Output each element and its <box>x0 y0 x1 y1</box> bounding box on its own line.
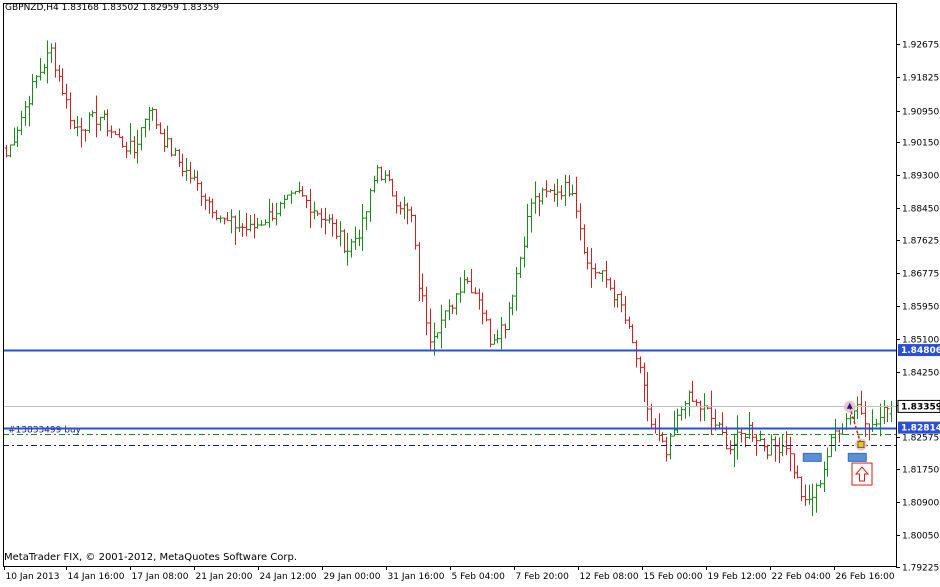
zone-marker <box>803 453 821 461</box>
y-tick-label: 1.92675 <box>902 41 939 51</box>
symbol-header: GBPNZD,H4 1.83168 1.83502 1.82959 1.8335… <box>5 3 219 13</box>
y-tick-label: 1.91825 <box>902 74 939 84</box>
y-tick-label: 1.81750 <box>902 466 939 476</box>
y-tick-label: 1.90950 <box>902 108 939 118</box>
y-tick-label: 1.85950 <box>902 303 939 313</box>
x-tick-label: 31 Jan 16:00 <box>388 572 445 582</box>
y-tick-label: 1.80050 <box>902 532 939 542</box>
y-tick-label: 1.88450 <box>902 205 939 215</box>
y-tick-label: 1.80900 <box>902 499 939 509</box>
level-price-tag: 1.84806 <box>901 346 940 356</box>
x-tick-label: 14 Jan 16:00 <box>68 572 125 582</box>
x-tick-label: 26 Feb 16:00 <box>836 572 895 582</box>
y-tick-label: 1.85100 <box>902 336 939 346</box>
copyright-text: MetaTrader FIX, © 2001-2012, MetaQuotes … <box>4 552 297 563</box>
x-tick-label: 21 Jan 20:00 <box>196 572 253 582</box>
x-tick-label: 10 Jan 2013 <box>6 572 60 582</box>
x-tick-label: 15 Feb 00:00 <box>644 572 703 582</box>
y-tick-label: 1.84250 <box>902 369 939 379</box>
x-tick-label: 22 Feb 04:00 <box>772 572 831 582</box>
x-tick-label: 17 Jan 08:00 <box>132 572 189 582</box>
bid-price-tag: 1.83359 <box>901 402 940 412</box>
y-tick-label: 1.87625 <box>902 237 939 247</box>
y-tick-label: 1.86775 <box>902 270 939 280</box>
x-tick-label: 7 Feb 20:00 <box>516 572 570 582</box>
x-tick-label: 5 Feb 04:00 <box>452 572 506 582</box>
order-label: #13833499 buy <box>8 426 82 436</box>
zone-marker <box>848 453 866 461</box>
x-tick-label: 29 Jan 00:00 <box>324 572 381 582</box>
x-tick-label: 19 Feb 12:00 <box>708 572 767 582</box>
y-tick-label: 1.89300 <box>902 172 939 182</box>
y-tick-label: 1.79225 <box>902 564 939 574</box>
y-tick-label: 1.90150 <box>902 139 939 149</box>
exit-square-icon <box>858 442 864 448</box>
y-tick-label: 1.82575 <box>902 434 939 444</box>
level-price-tag: 1.82814 <box>901 424 940 434</box>
x-tick-label: 24 Jan 12:00 <box>260 572 317 582</box>
x-tick-label: 12 Feb 08:00 <box>580 572 639 582</box>
